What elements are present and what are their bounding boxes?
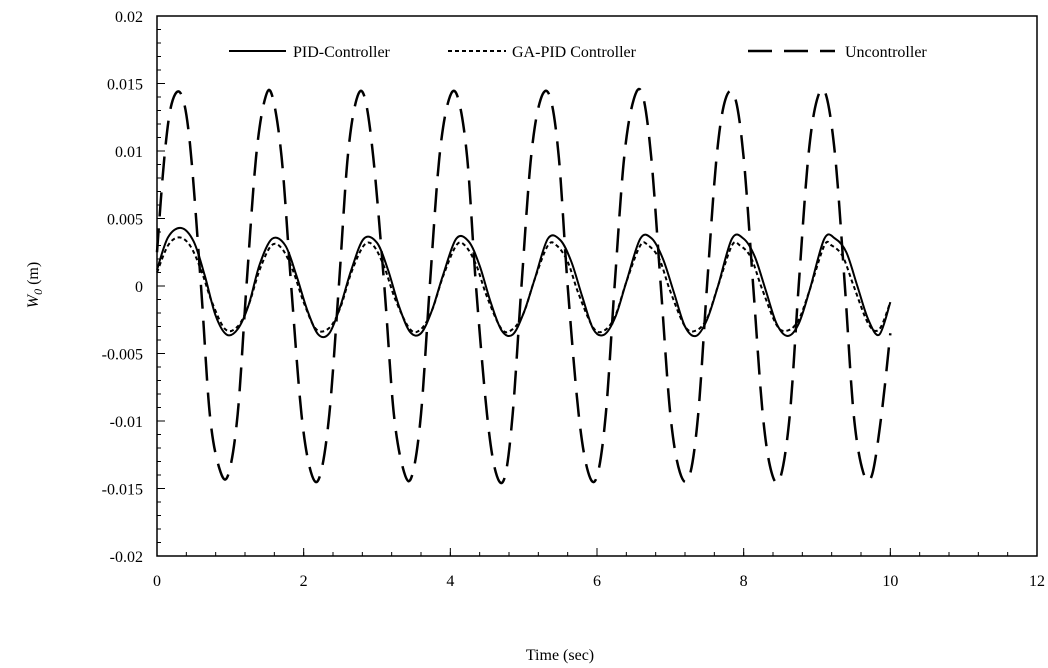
y-axis-ticks: 0.02 0.015 0.01 0.005 0 -0.005 -0.01 -0.015 -0.0… [102, 9, 165, 566]
series-line-1 [156, 236, 892, 334]
y-tick-label: 0.005 [107, 212, 143, 229]
y-axis-title-unit: (m) [25, 262, 42, 289]
legend: PID-Controller GA-PID Controller Uncontr… [229, 44, 927, 61]
y-axis-title-sub: 0 [31, 289, 45, 295]
legend-label-uncontroller: Uncontroller [845, 44, 927, 61]
series-line-2 [155, 87, 892, 485]
y-tick-label: -0.01 [110, 414, 143, 431]
x-axis-title: Time (sec) [526, 647, 594, 664]
y-tick-label: -0.015 [102, 482, 143, 499]
x-axis-ticks: 0 2 4 6 8 10 12 [153, 548, 1045, 590]
legend-label-pid-controller: PID-Controller [293, 44, 391, 61]
y-axis-title-main: W [25, 293, 42, 308]
y-axis-title: W0 (m) [25, 262, 45, 308]
plot-area-frame [156, 15, 1038, 557]
x-tick-label: 6 [593, 573, 601, 590]
x-tick-label: 10 [882, 573, 898, 590]
legend-label-ga-pid-controller: GA-PID Controller [512, 44, 637, 61]
series-layer [155, 87, 892, 485]
x-tick-label: 0 [153, 573, 161, 590]
x-tick-label: 12 [1029, 573, 1045, 590]
x-tick-label: 2 [300, 573, 308, 590]
y-tick-label: -0.005 [102, 347, 143, 364]
y-tick-label: 0.015 [107, 77, 143, 94]
x-tick-label: 8 [740, 573, 748, 590]
y-tick-label: 0.01 [115, 144, 143, 161]
y-tick-label: 0.02 [115, 9, 143, 26]
x-tick-label: 4 [446, 573, 454, 590]
y-tick-label: -0.02 [110, 549, 143, 566]
y-tick-label: 0 [135, 279, 143, 296]
